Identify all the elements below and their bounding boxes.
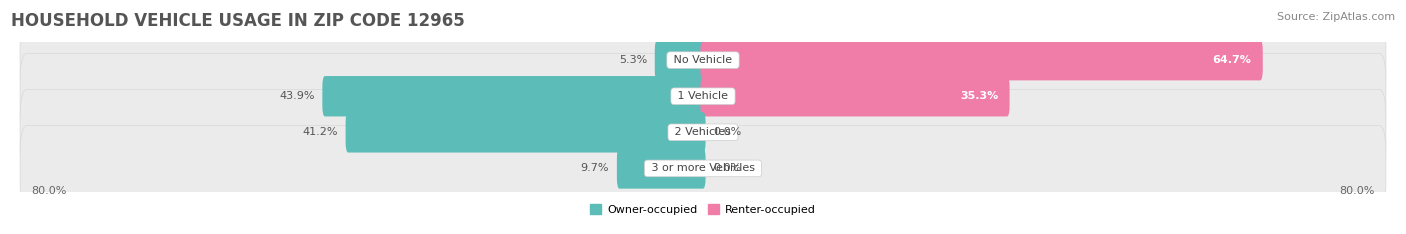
FancyBboxPatch shape — [20, 125, 1386, 211]
Text: Source: ZipAtlas.com: Source: ZipAtlas.com — [1277, 12, 1395, 22]
Text: 1 Vehicle: 1 Vehicle — [675, 91, 731, 101]
Text: 41.2%: 41.2% — [302, 127, 337, 137]
Text: 0.0%: 0.0% — [713, 127, 741, 137]
Text: 9.7%: 9.7% — [581, 163, 609, 173]
Text: 80.0%: 80.0% — [1340, 186, 1375, 196]
FancyBboxPatch shape — [20, 17, 1386, 103]
FancyBboxPatch shape — [20, 89, 1386, 175]
FancyBboxPatch shape — [700, 76, 1010, 117]
Text: 0.0%: 0.0% — [713, 163, 741, 173]
Text: 43.9%: 43.9% — [280, 91, 315, 101]
Text: 64.7%: 64.7% — [1213, 55, 1251, 65]
FancyBboxPatch shape — [20, 53, 1386, 139]
FancyBboxPatch shape — [322, 76, 706, 117]
FancyBboxPatch shape — [346, 112, 706, 153]
Text: 35.3%: 35.3% — [960, 91, 998, 101]
FancyBboxPatch shape — [617, 148, 706, 189]
Text: 2 Vehicles: 2 Vehicles — [671, 127, 735, 137]
Text: 80.0%: 80.0% — [31, 186, 66, 196]
Legend: Owner-occupied, Renter-occupied: Owner-occupied, Renter-occupied — [586, 200, 820, 219]
Text: 3 or more Vehicles: 3 or more Vehicles — [648, 163, 758, 173]
Text: 5.3%: 5.3% — [619, 55, 647, 65]
Text: No Vehicle: No Vehicle — [671, 55, 735, 65]
Text: HOUSEHOLD VEHICLE USAGE IN ZIP CODE 12965: HOUSEHOLD VEHICLE USAGE IN ZIP CODE 1296… — [11, 12, 465, 30]
FancyBboxPatch shape — [700, 40, 1263, 80]
FancyBboxPatch shape — [655, 40, 706, 80]
